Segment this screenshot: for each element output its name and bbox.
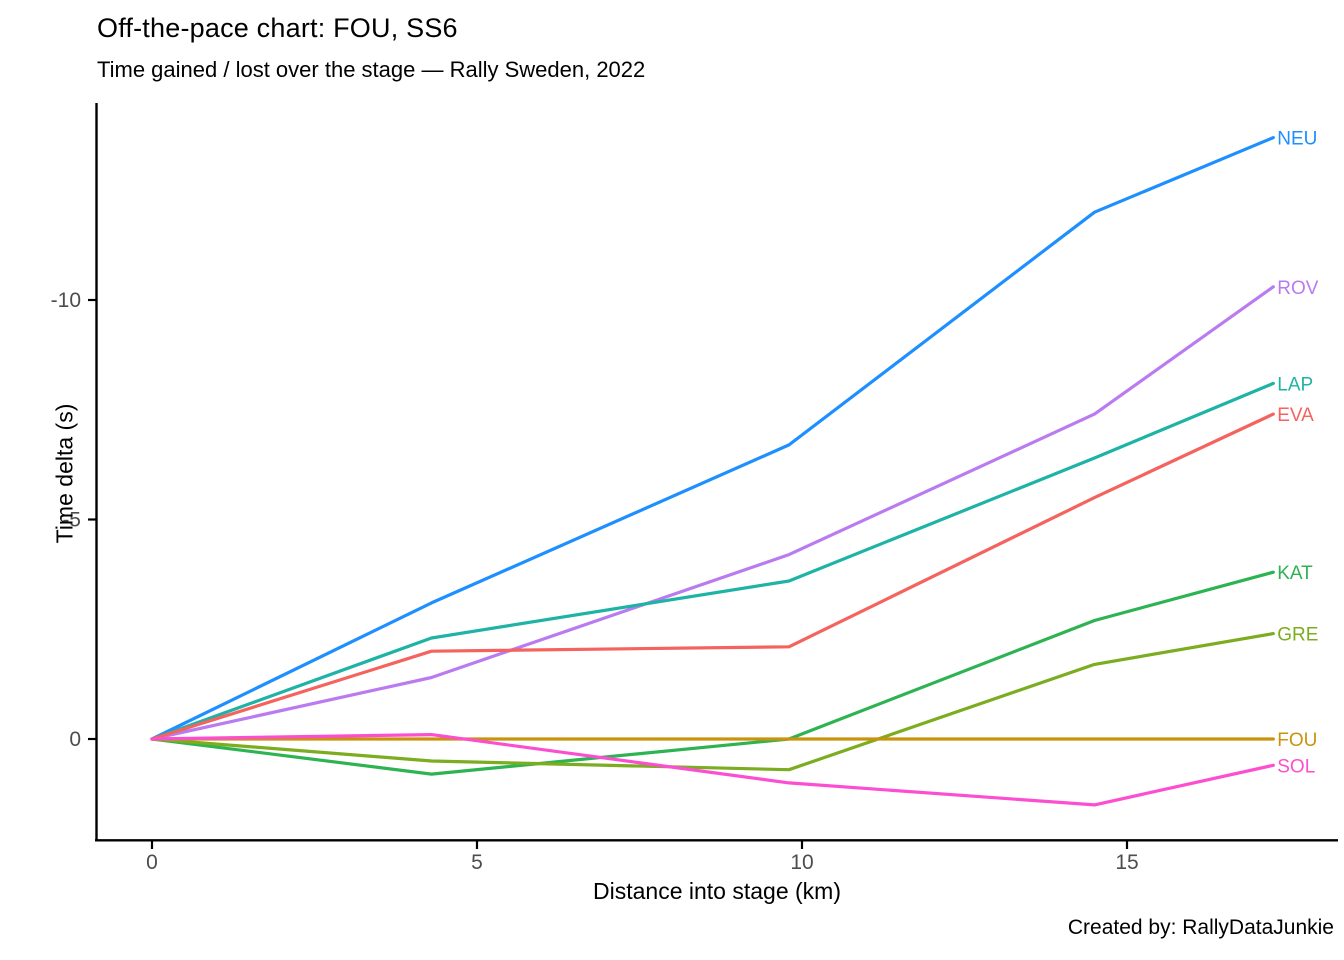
series-line-SOL (150, 732, 1275, 807)
series-line-ROV (150, 285, 1275, 741)
y-tick-label: 0 (69, 728, 81, 751)
series-label-NEU: NEU (1277, 129, 1317, 150)
chart-title: Off-the-pace chart: FOU, SS6 (97, 13, 458, 43)
y-tick-label: -10 (51, 289, 81, 312)
series-label-LAP: LAP (1277, 374, 1313, 395)
series-label-SOL: SOL (1277, 756, 1315, 777)
x-tick-label: 0 (146, 851, 158, 874)
x-axis-title: Distance into stage (km) (593, 878, 841, 904)
series-label-KAT: KAT (1277, 563, 1313, 584)
series-line-KAT (150, 570, 1275, 776)
series-line-EVA (150, 412, 1275, 741)
y-tick-label: -5 (62, 509, 81, 532)
x-tick-label: 15 (1115, 851, 1138, 874)
series-line-LAP (150, 381, 1275, 741)
attribution-caption: Created by: RallyDataJunkie (1067, 916, 1334, 939)
series-label-EVA: EVA (1277, 405, 1314, 426)
series-label-GRE: GRE (1277, 625, 1318, 646)
series-line-GRE (150, 631, 1275, 772)
series-line-NEU (150, 136, 1275, 741)
chart-subtitle: Time gained / lost over the stage — Rall… (97, 57, 646, 82)
y-axis-title: Time delta (s) (51, 403, 78, 544)
series-label-ROV: ROV (1277, 278, 1319, 299)
x-tick-label: 10 (790, 851, 813, 874)
series-label-FOU: FOU (1277, 730, 1317, 751)
x-tick-label: 5 (471, 851, 483, 874)
